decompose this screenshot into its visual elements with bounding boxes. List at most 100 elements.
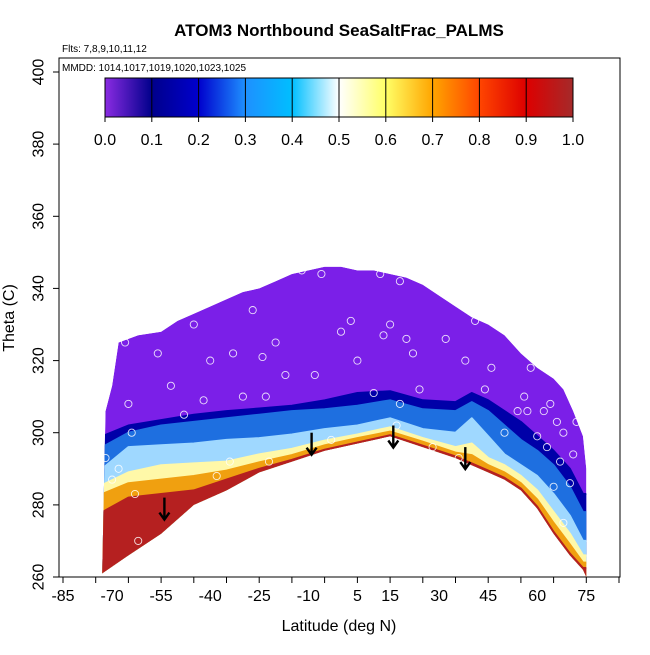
colorbar-tick-label: 0.7	[421, 132, 443, 149]
colorbar-tick-label: 0.4	[281, 132, 303, 149]
measurement-point	[166, 381, 175, 390]
measurement-point	[264, 457, 274, 466]
measurement-point	[395, 399, 404, 408]
arrow-marker	[158, 497, 171, 522]
measurement-point	[108, 475, 117, 484]
arrow-marker	[459, 447, 472, 472]
value-bands	[102, 390, 587, 577]
measurement-point	[153, 349, 162, 358]
x-tick-label: 30	[430, 588, 448, 605]
measurement-point	[225, 457, 234, 466]
measurement-point	[549, 482, 558, 491]
x-tick-label: -25	[248, 588, 271, 605]
y-tick-label: 360	[31, 203, 48, 230]
measurement-point	[281, 370, 290, 380]
measurement-point	[408, 349, 418, 358]
measurement-point	[369, 388, 378, 398]
colorbar-tick-label: 0.2	[187, 132, 209, 149]
colorbar-tick-label: 0.5	[328, 132, 350, 149]
measurement-point	[569, 450, 578, 459]
measurement-point	[114, 464, 123, 473]
x-tick-label: -10	[297, 588, 320, 605]
measurement-point	[552, 417, 561, 426]
measurement-point	[258, 352, 267, 362]
x-tick-label: 60	[528, 588, 546, 605]
colorbar-tick-label: 0.8	[468, 132, 490, 149]
measurement-point	[546, 399, 555, 408]
y-axis: 260 280 300 320 340 360 380 400	[31, 59, 59, 590]
measurement-point	[487, 363, 496, 372]
dates-subtitle: MMDD: 1014,1017,1019,1020,1023,1025	[62, 63, 246, 74]
measurement-point	[327, 435, 336, 444]
measurement-point	[137, 562, 146, 571]
measurement-point	[376, 269, 385, 279]
measurement-point	[199, 396, 208, 405]
colorbar-tick-label: 0.1	[141, 132, 163, 149]
measurement-point	[480, 385, 489, 394]
x-tick-label: 45	[479, 588, 497, 605]
x-axis: -85 -70 -55 -40 -25 -10 5 15 30 45 60 75	[51, 577, 620, 605]
measurement-point	[379, 331, 388, 340]
measurement-point	[441, 334, 450, 343]
colorbar-tick-label: 0.0	[94, 132, 116, 149]
measurement-point	[471, 316, 480, 325]
measurement-point	[386, 320, 395, 329]
measurement-point	[101, 453, 110, 463]
measurement-point	[124, 399, 133, 408]
measurement-point	[402, 334, 411, 343]
measurement-point	[395, 277, 404, 286]
measurement-point	[189, 320, 198, 329]
x-tick-label: -40	[199, 588, 222, 605]
measurement-point	[539, 407, 548, 416]
measurement-point	[556, 457, 565, 466]
measurement-point	[572, 417, 581, 426]
measurement-point	[500, 428, 509, 437]
measurement-point	[461, 356, 470, 365]
measurement-point	[526, 363, 535, 372]
measurement-points	[101, 266, 581, 571]
chart-title: ATOM3 Northbound SeaSaltFrac_PALMS	[174, 21, 504, 40]
measurement-point	[130, 489, 140, 499]
x-tick-label: 15	[381, 588, 399, 605]
measurement-point	[297, 266, 306, 275]
measurement-point	[206, 356, 215, 365]
measurement-point	[248, 306, 257, 315]
colorbar-tick-label: 0.3	[234, 132, 256, 149]
measurement-point	[346, 316, 355, 325]
tropopause-arrows	[158, 425, 472, 522]
measurement-point	[513, 407, 522, 416]
colorbar-ticks: 0.0 0.1 0.2 0.3 0.4 0.5 0.6 0.7 0.8 0.9 1.0	[94, 78, 584, 149]
y-axis-label: Theta (C)	[1, 284, 18, 352]
measurement-point	[542, 443, 552, 452]
y-tick-label: 380	[31, 131, 48, 158]
measurement-point	[520, 392, 529, 401]
x-tick-label: -70	[101, 588, 124, 605]
measurement-point	[353, 356, 362, 365]
y-tick-label: 300	[31, 419, 48, 446]
measurement-point	[121, 338, 130, 347]
measurement-point	[559, 518, 568, 527]
measurement-point	[454, 453, 463, 463]
measurement-point	[336, 327, 346, 336]
y-tick-label: 400	[31, 59, 48, 86]
measurement-point	[271, 338, 280, 347]
arrow-marker	[387, 425, 400, 450]
measurement-point	[229, 349, 238, 358]
x-axis-label: Latitude (deg N)	[282, 618, 397, 635]
measurement-point	[415, 385, 424, 394]
arrow-marker	[305, 432, 318, 457]
y-tick-label: 320	[31, 347, 48, 374]
measurement-point	[317, 269, 326, 279]
measurement-point	[127, 428, 136, 437]
measurement-point	[212, 471, 221, 481]
x-tick-label: -85	[51, 588, 74, 605]
measurement-point	[559, 428, 568, 437]
x-tick-label: 75	[577, 588, 595, 605]
x-tick-label: 5	[353, 588, 362, 605]
colorbar-tick-label: 1.0	[562, 132, 584, 149]
colorbar-tick-label: 0.6	[375, 132, 397, 149]
measurement-point	[238, 392, 247, 401]
flights-subtitle: Flts: 7,8,9,10,11,12	[62, 44, 147, 55]
y-tick-label: 280	[31, 491, 48, 518]
measurement-point	[428, 443, 437, 452]
